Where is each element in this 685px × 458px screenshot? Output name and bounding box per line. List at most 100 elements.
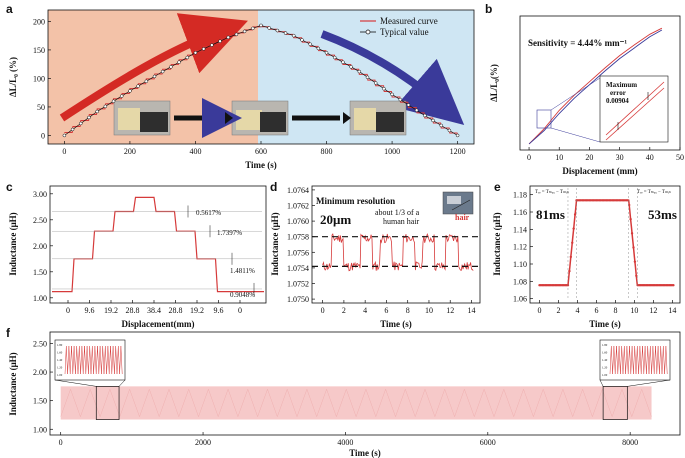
a-typical-point: [423, 113, 427, 118]
a-typical-point: [193, 51, 198, 55]
d-xtick-label: 4: [363, 306, 367, 315]
f-zoom-box: [95, 386, 120, 420]
e-data-point: [626, 199, 629, 202]
c-xtick-label: 38.4: [147, 306, 161, 315]
e-ytick-label: 1.12: [513, 243, 527, 252]
f-inset-tick-label: 1.60: [602, 351, 608, 355]
e-xtick-label: 4: [575, 306, 579, 315]
a-xtick-label: 0: [62, 147, 66, 156]
f-ytick-label: 2.00: [33, 368, 47, 377]
a-loading-arrow: [59, 13, 248, 122]
d-xtick-label: 12: [446, 306, 454, 315]
c-xtick-label: 28.8: [126, 306, 140, 315]
a-typical-point: [70, 127, 75, 132]
c-annotation-1: 0.5617%: [196, 209, 221, 217]
d-ytick-label: 1.0752: [287, 280, 309, 289]
b-ylabel: ΔL/L₀(%): [489, 64, 499, 102]
c-ytick-label: 1.00: [33, 294, 47, 303]
e-axes-frame: [529, 185, 681, 304]
d-ytick-label: 1.0764: [287, 186, 309, 195]
e-data-point: [629, 217, 632, 221]
a-typical-point: [103, 104, 108, 109]
b-xtick-label: 40: [646, 153, 654, 162]
c-ytick-label: 2.00: [33, 242, 47, 251]
f-inset-tick-label: 1.60: [57, 351, 63, 355]
a-typical-point: [79, 121, 83, 126]
a-typical-point: [382, 86, 386, 91]
d-ytick-label: 1.0760: [287, 217, 309, 226]
e-ytick-label: 1.18: [513, 191, 527, 200]
f-inset-tick-label: 1.80: [602, 343, 608, 347]
a-typical-point: [242, 29, 247, 34]
a-typical-point: [267, 26, 271, 30]
c-axes-frame: [49, 185, 267, 304]
f-inset-signal: [609, 345, 668, 375]
d-xtick-label: 14: [467, 306, 475, 315]
c-xtick-label: 9.6: [85, 306, 95, 315]
f-inset-tick-label: 1.00: [602, 373, 608, 377]
b-series-line: [528, 29, 663, 145]
f-axes-frame: [49, 331, 681, 436]
a-legend-typical: Typical value: [380, 27, 429, 37]
d-ytick-label: 1.0762: [287, 202, 309, 211]
a-xtick-label: 1000: [384, 147, 400, 156]
c-xtick-label: 9.6: [214, 306, 224, 315]
d-ytick-label: 1.0750: [287, 295, 309, 304]
f-xtick-label: 2000: [195, 438, 211, 447]
f-zoom-connector: [627, 379, 671, 387]
d-inset-label: hair: [455, 213, 470, 222]
a-typical-point: [414, 108, 419, 112]
a-typical-point: [324, 51, 329, 55]
a-photo-1: [113, 100, 171, 136]
a-typical-point: [111, 99, 116, 103]
d-ylabel: Inductance (μH): [270, 212, 280, 275]
a-xtick-label: 400: [189, 147, 201, 156]
d-big-label: 20μm: [320, 212, 351, 227]
a-typical-point: [283, 31, 288, 35]
c-annotation-4: 0.9048%: [230, 291, 255, 299]
b-xtick-label: 50: [676, 153, 684, 162]
a-photo-3: [349, 100, 407, 136]
e-data-point: [635, 274, 638, 277]
a-typical-point: [136, 84, 140, 88]
e-xtick-label: 12: [649, 306, 657, 315]
a-typical-point: [87, 115, 91, 120]
b-zoom-line-bottom: [550, 127, 601, 143]
e-xtick-label: 0: [537, 306, 541, 315]
c-xtick-label: 0: [238, 306, 242, 315]
e-rise-label: 81ms: [536, 207, 565, 222]
d-title: Minimum resolution: [316, 196, 395, 206]
b-zoom-line-top: [550, 77, 601, 111]
f-inset-tick-label: 1.40: [57, 358, 63, 362]
a-legend-marker-typical: [365, 29, 371, 35]
d-ytick-label: 1.0754: [287, 264, 309, 273]
e-ytick-label: 1.08: [513, 277, 527, 286]
a-typical-point: [119, 94, 124, 98]
f-inset-tick-label: 1.80: [57, 343, 63, 347]
a-typical-point: [341, 60, 345, 64]
e-period-label-2: Tᵣₑ = Tₘₐₓ − Tₘᵢₙ: [637, 190, 671, 195]
a-typical-point: [259, 23, 263, 28]
f-ylabel: Inductance (μH): [8, 352, 18, 415]
f-xlabel: Time (s): [349, 448, 381, 458]
d-signal-line: [322, 233, 474, 272]
c-annotation-2: 1.7397%: [217, 229, 242, 237]
d-xtick-label: 8: [406, 306, 410, 315]
a-typical-point: [177, 60, 181, 64]
a-typical-point: [398, 97, 403, 102]
f-zoom-box: [602, 386, 628, 420]
f-inset-tick-label: 1.00: [57, 373, 63, 377]
a-typical-point: [95, 109, 99, 114]
a-legend: Measured curve Typical value: [360, 16, 438, 37]
e-ytick-label: 1.14: [513, 225, 527, 234]
c-xtick-label: 0: [66, 306, 70, 315]
d-axes-frame: [311, 185, 481, 304]
a-typical-point: [308, 42, 312, 46]
a-typical-point: [152, 74, 157, 79]
a-typical-point: [373, 81, 378, 85]
b-axes-frame: [519, 15, 681, 151]
a-typical-point: [447, 128, 452, 133]
a-typical-point: [218, 39, 222, 43]
a-typical-point: [357, 69, 362, 74]
a-typical-point: [169, 65, 173, 69]
